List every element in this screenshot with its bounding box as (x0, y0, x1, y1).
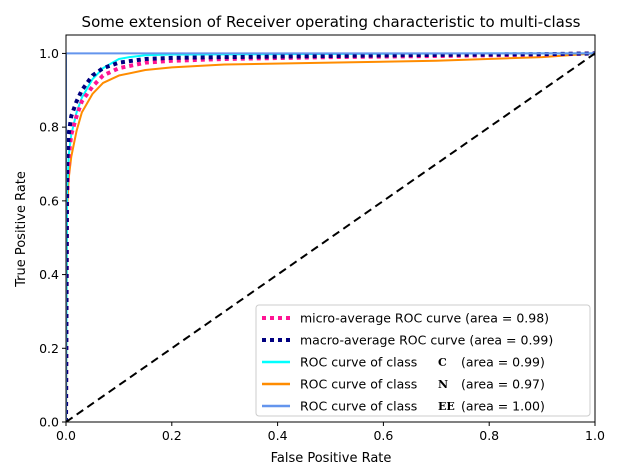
x-tick-label: 0.4 (268, 428, 288, 443)
y-axis-label: True Positive Rate (14, 171, 29, 288)
x-tick-label: 0.6 (373, 428, 393, 443)
x-axis-ticks: 0.0 0.2 0.4 0.6 0.8 1.0 (56, 422, 605, 443)
legend-label: ROC curve of class (300, 377, 417, 392)
legend-area-text: (area = 1.00) (461, 399, 545, 414)
y-tick-label: 0.0 (39, 415, 59, 430)
legend-class-label: C (438, 356, 447, 369)
y-tick-label: 0.6 (39, 193, 59, 208)
x-tick-label: 0.2 (162, 428, 182, 443)
legend-label: ROC curve of class (300, 355, 417, 370)
legend-class-label: N (438, 378, 448, 391)
legend-entry-micro: micro-average ROC curve (area = 0.98) (262, 311, 549, 326)
legend-label: micro-average ROC curve (area = 0.98) (300, 311, 549, 326)
legend-label: macro-average ROC curve (area = 0.99) (300, 333, 553, 348)
legend-entry-class-n: ROC curve of class N (area = 0.97) (262, 377, 545, 392)
legend-entry-class-c: ROC curve of class C (area = 0.99) (262, 355, 545, 370)
legend-label: ROC curve of class (300, 399, 417, 414)
roc-class-ee-line (66, 52, 595, 422)
legend-area-text: (area = 0.97) (461, 377, 545, 392)
chance-reference-line (66, 52, 595, 422)
legend-frame (255, 304, 591, 417)
plot-frame (65, 34, 596, 423)
y-axis-ticks: 0.0 0.2 0.4 0.6 0.8 1.0 (39, 46, 66, 430)
x-tick-label: 0.8 (479, 428, 499, 443)
legend-class-label: EE (438, 400, 455, 413)
y-tick-label: 0.8 (39, 120, 59, 135)
chart-title: Some extension of Receiver operating cha… (82, 13, 581, 31)
y-tick-label: 0.4 (39, 267, 59, 282)
series-layer (66, 51, 595, 422)
y-tick-label: 0.2 (39, 341, 59, 356)
macro-average-roc-line (66, 51, 595, 422)
legend-area-text: (area = 0.99) (461, 355, 545, 370)
x-tick-label: 1.0 (585, 428, 605, 443)
legend-entry-class-ee: ROC curve of class EE (area = 1.00) (262, 399, 545, 414)
legend: micro-average ROC curve (area = 0.98) mac… (255, 304, 591, 417)
x-tick-label: 0.0 (56, 428, 76, 443)
legend-entry-macro: macro-average ROC curve (area = 0.99) (262, 333, 553, 348)
roc-class-n-line (66, 52, 595, 422)
y-tick-label: 1.0 (39, 46, 59, 61)
x-axis-label: False Positive Rate (271, 451, 392, 466)
